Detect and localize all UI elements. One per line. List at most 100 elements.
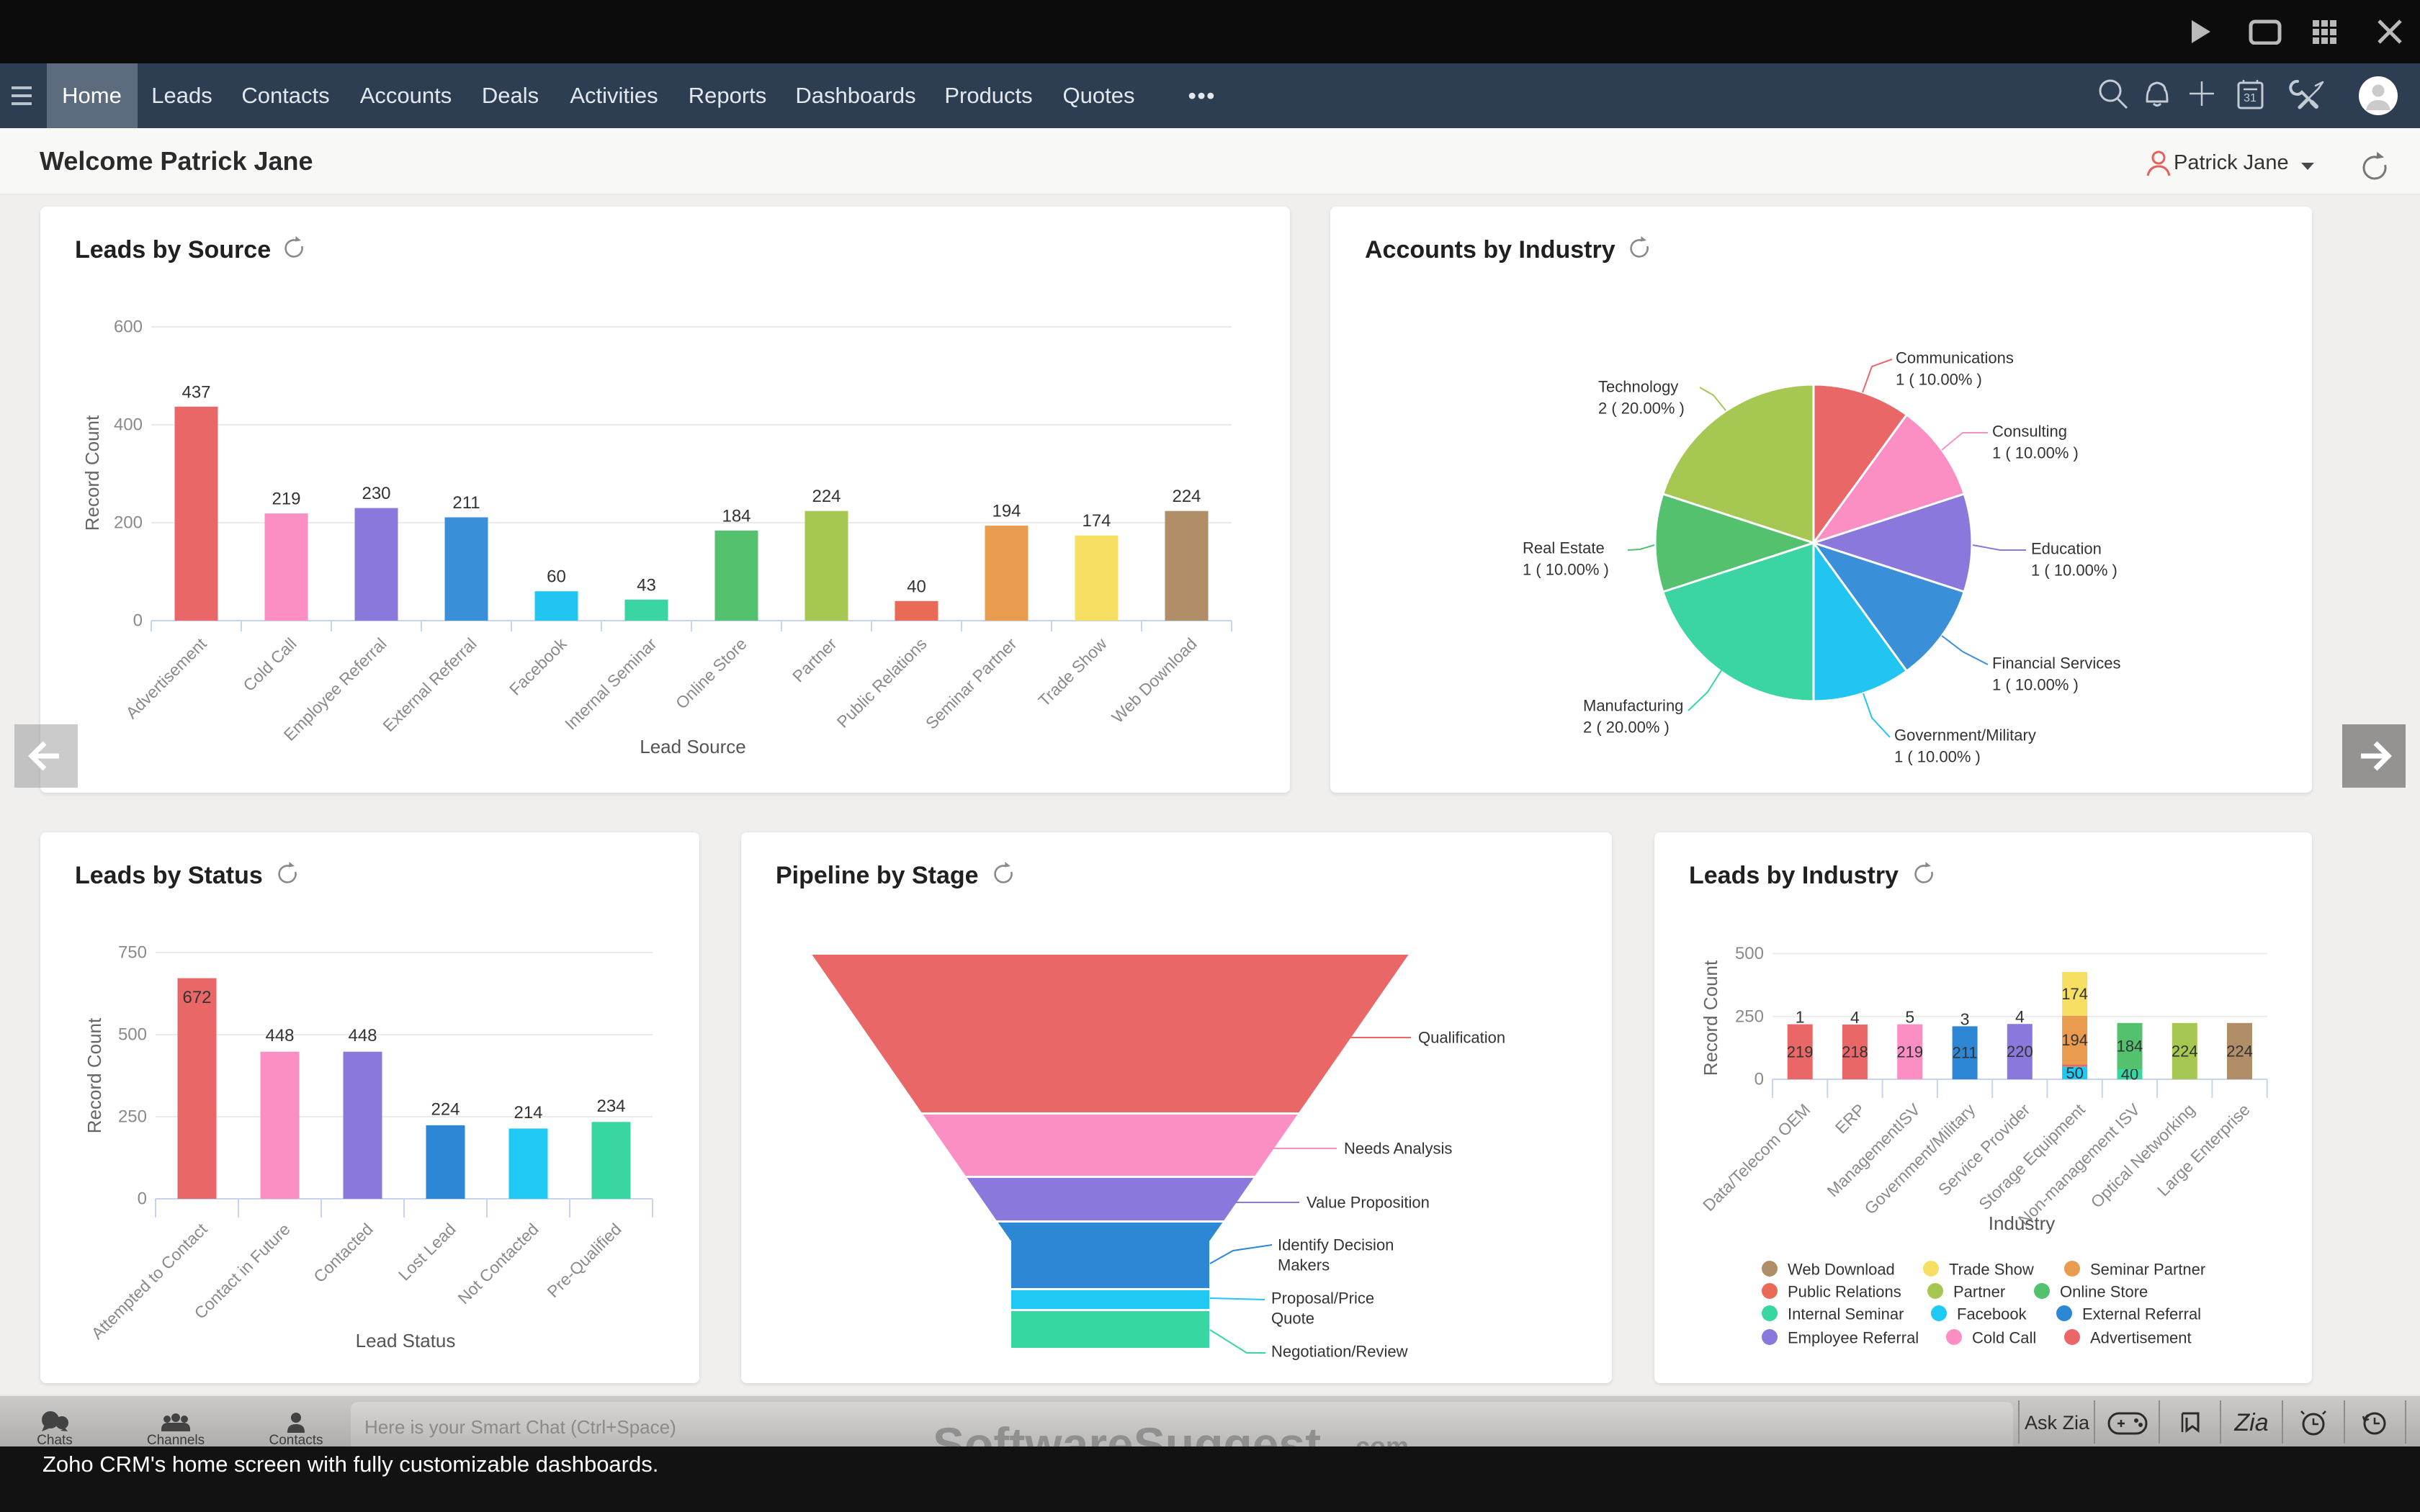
svg-text:Not Contacted: Not Contacted: [454, 1220, 542, 1308]
svg-text:Ask Zia: Ask Zia: [2025, 1412, 2090, 1434]
svg-text:4: 4: [1850, 1008, 1860, 1027]
svg-text:224: 224: [2226, 1042, 2253, 1060]
svg-text:214: 214: [514, 1103, 542, 1122]
svg-text:Industry: Industry: [1989, 1212, 2056, 1234]
svg-text:Lead Source: Lead Source: [640, 736, 745, 757]
svg-text:Makers: Makers: [1278, 1256, 1330, 1274]
svg-text:1 ( 10.00% ): 1 ( 10.00% ): [1894, 748, 1981, 766]
svg-text:224: 224: [2172, 1042, 2198, 1060]
svg-text:Contacted: Contacted: [310, 1220, 377, 1287]
svg-text:230: 230: [362, 484, 390, 503]
svg-text:Advertisement: Advertisement: [2090, 1329, 2192, 1347]
svg-text:Employee Referral: Employee Referral: [1788, 1329, 1919, 1347]
svg-text:50: 50: [2066, 1064, 2083, 1082]
svg-text:Web Download: Web Download: [1788, 1261, 1895, 1279]
svg-text:Real Estate: Real Estate: [1523, 539, 1605, 557]
svg-text:Web Download: Web Download: [1108, 634, 1200, 726]
svg-text:Internal Seminar: Internal Seminar: [1788, 1305, 1904, 1323]
svg-text:Trade Show: Trade Show: [1949, 1261, 2034, 1279]
svg-text:224: 224: [812, 487, 841, 506]
svg-text:Value Proposition: Value Proposition: [1307, 1194, 1430, 1212]
svg-text:194: 194: [992, 502, 1021, 521]
svg-text:Leads by Industry: Leads by Industry: [1689, 862, 1899, 889]
svg-text:Contacts: Contacts: [269, 1433, 323, 1446]
svg-text:Technology: Technology: [1598, 378, 1678, 396]
svg-text:Lead Status: Lead Status: [356, 1330, 456, 1351]
svg-text:Optical Networking: Optical Networking: [2087, 1100, 2199, 1212]
svg-text:750: 750: [118, 943, 147, 963]
svg-text:Trade Show: Trade Show: [1034, 634, 1111, 711]
svg-text:40: 40: [907, 577, 926, 596]
svg-text:219: 219: [272, 490, 300, 509]
svg-text:Record Count: Record Count: [84, 1017, 105, 1133]
svg-text:448: 448: [265, 1026, 294, 1045]
svg-text:Needs Analysis: Needs Analysis: [1344, 1140, 1452, 1158]
svg-text:Channels: Channels: [147, 1433, 205, 1446]
svg-text:1: 1: [1796, 1008, 1805, 1027]
svg-text:220: 220: [2007, 1043, 2033, 1061]
svg-text:1 ( 10.00% ): 1 ( 10.00% ): [1896, 371, 1982, 389]
svg-text:218: 218: [1842, 1043, 1868, 1061]
svg-text:Negotiation/Review: Negotiation/Review: [1271, 1343, 1408, 1361]
svg-text:ManagementISV: ManagementISV: [1823, 1099, 1924, 1200]
svg-text:224: 224: [431, 1099, 460, 1119]
svg-text:1 ( 10.00% ): 1 ( 10.00% ): [1992, 444, 2079, 462]
svg-text:Education: Education: [2031, 540, 2102, 558]
svg-text:External Referral: External Referral: [379, 634, 480, 735]
svg-text:Zia: Zia: [2233, 1409, 2268, 1436]
svg-text:ERP: ERP: [1832, 1100, 1869, 1138]
svg-text:219: 219: [1787, 1043, 1814, 1061]
svg-text:219: 219: [1896, 1043, 1923, 1061]
svg-text:448: 448: [348, 1026, 377, 1045]
svg-text:Public Relations: Public Relations: [833, 634, 931, 732]
svg-text:Seminar Partner: Seminar Partner: [922, 634, 1021, 733]
svg-text:Here is your Smart Chat (Ctrl+: Here is your Smart Chat (Ctrl+Space): [364, 1416, 676, 1438]
svg-text:Attempted to Contact: Attempted to Contact: [88, 1219, 212, 1343]
svg-text:400: 400: [114, 415, 143, 435]
svg-text:Cold Call: Cold Call: [239, 634, 300, 695]
svg-text:672: 672: [182, 988, 211, 1007]
svg-text:0: 0: [138, 1189, 147, 1209]
svg-text:Public Relations: Public Relations: [1788, 1283, 1901, 1301]
svg-text:External Referral: External Referral: [2082, 1305, 2201, 1323]
svg-text:174: 174: [2061, 985, 2088, 1003]
svg-text:Quote: Quote: [1271, 1310, 1314, 1328]
svg-text:Cold Call: Cold Call: [1972, 1329, 2036, 1347]
svg-text:194: 194: [2061, 1031, 2088, 1049]
svg-text:2 ( 20.00% ): 2 ( 20.00% ): [1598, 400, 1685, 418]
svg-text:Communications: Communications: [1896, 349, 2014, 367]
svg-text:Government/Military: Government/Military: [1894, 726, 2036, 744]
svg-text:250: 250: [1735, 1007, 1764, 1026]
svg-text:Online Store: Online Store: [672, 634, 750, 713]
svg-text:Advertisement: Advertisement: [122, 634, 210, 722]
svg-text:0: 0: [133, 611, 143, 631]
svg-text:234: 234: [596, 1097, 625, 1116]
svg-text:Leads by Status: Leads by Status: [75, 862, 263, 889]
svg-text:43: 43: [637, 575, 656, 595]
svg-text:1 ( 10.00% ): 1 ( 10.00% ): [2031, 562, 2118, 580]
svg-text:Manufacturing: Manufacturing: [1583, 697, 1683, 715]
svg-text:SoftwareSuggest: SoftwareSuggest: [933, 1418, 1321, 1446]
svg-text:184: 184: [2117, 1037, 2143, 1055]
svg-text:224: 224: [1172, 487, 1201, 506]
svg-text:Consulting: Consulting: [1992, 423, 2067, 441]
svg-text:Chats: Chats: [37, 1433, 73, 1446]
svg-text:Large Enterprise: Large Enterprise: [2154, 1100, 2254, 1200]
svg-text:Record Count: Record Count: [1700, 960, 1721, 1076]
svg-text:500: 500: [1735, 944, 1764, 963]
svg-text:174: 174: [1082, 511, 1111, 531]
svg-text:Internal Seminar: Internal Seminar: [561, 634, 660, 734]
svg-text:60: 60: [547, 567, 566, 587]
svg-text:Partner: Partner: [789, 634, 841, 686]
svg-text:4: 4: [2015, 1007, 2025, 1026]
svg-text:211: 211: [452, 493, 480, 513]
svg-text:250: 250: [118, 1107, 147, 1127]
svg-text:Online Store: Online Store: [2060, 1283, 2148, 1301]
svg-text:Record Count: Record Count: [81, 415, 103, 531]
svg-text:Service Provider: Service Provider: [1935, 1100, 2034, 1200]
svg-text:.com: .com: [1348, 1431, 1409, 1446]
svg-text:0: 0: [1754, 1070, 1764, 1089]
svg-text:Partner: Partner: [1953, 1283, 2005, 1301]
svg-text:3: 3: [1960, 1009, 1970, 1028]
svg-text:Pipeline by Stage: Pipeline by Stage: [776, 862, 979, 889]
